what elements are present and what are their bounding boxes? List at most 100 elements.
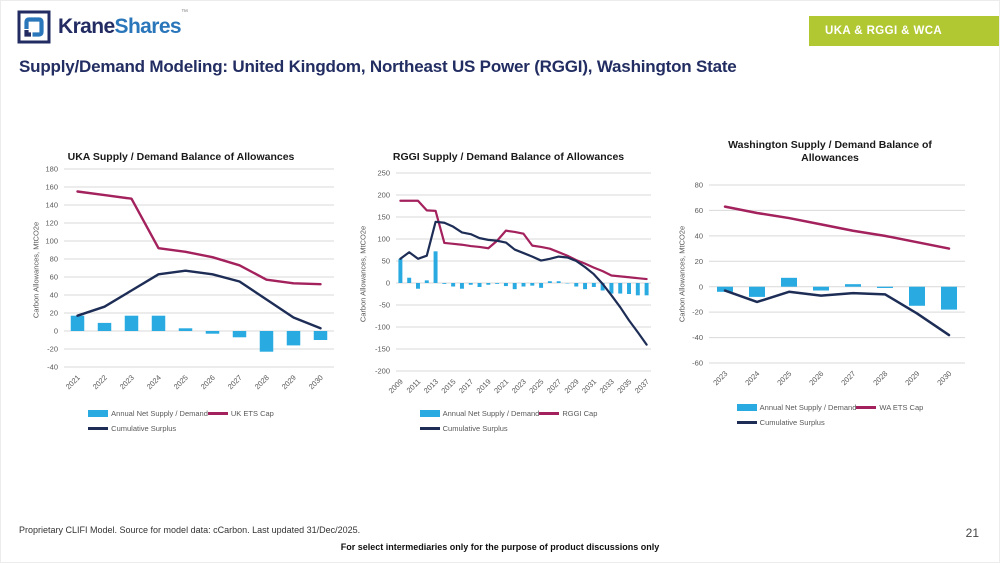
legend-label: Annual Net Supply / Demand xyxy=(111,409,208,418)
svg-text:2024: 2024 xyxy=(145,373,163,391)
svg-text:2011: 2011 xyxy=(405,377,423,395)
page-number: 21 xyxy=(965,526,979,540)
svg-text:-200: -200 xyxy=(375,367,390,376)
svg-text:-50: -50 xyxy=(379,301,390,310)
svg-text:2021: 2021 xyxy=(64,373,82,391)
kraneshares-logo: KraneShares™ xyxy=(17,9,188,44)
svg-text:150: 150 xyxy=(377,213,390,222)
svg-text:2026: 2026 xyxy=(199,373,217,391)
svg-text:250: 250 xyxy=(377,169,390,178)
kraneshares-logo-icon xyxy=(17,10,51,44)
svg-text:120: 120 xyxy=(45,219,58,228)
svg-text:2030: 2030 xyxy=(307,373,325,391)
svg-text:60: 60 xyxy=(695,206,703,215)
legend-item: Annual Net Supply / Demand xyxy=(736,403,857,412)
svg-text:2025: 2025 xyxy=(527,377,545,395)
svg-text:160: 160 xyxy=(45,183,58,192)
chart-canvas: -200 -150 -100 -50 0 50 100 150 200 250 2009 2011 20… xyxy=(375,169,651,396)
legend-item: Annual Net Supply / Demand xyxy=(88,409,208,418)
svg-text:2028: 2028 xyxy=(871,369,889,387)
svg-text:200: 200 xyxy=(377,191,390,200)
chart-washington: Washington Supply / Demand Balance of Al… xyxy=(665,139,995,430)
svg-text:20: 20 xyxy=(695,257,703,266)
svg-text:0: 0 xyxy=(699,282,703,291)
svg-text:2029: 2029 xyxy=(280,373,298,391)
svg-text:2030: 2030 xyxy=(935,369,953,387)
legend-label: Annual Net Supply / Demand xyxy=(442,409,540,418)
svg-text:2021: 2021 xyxy=(492,377,510,395)
legend-label: Cumulative Surplus xyxy=(111,424,177,433)
svg-text:100: 100 xyxy=(45,237,58,246)
legend-item: Cumulative Surplus xyxy=(88,424,176,433)
svg-text:0: 0 xyxy=(54,327,58,336)
legend-line-swatch xyxy=(736,421,757,424)
svg-text:-150: -150 xyxy=(375,345,390,354)
svg-text:2017: 2017 xyxy=(457,377,475,395)
svg-text:2031: 2031 xyxy=(580,377,598,395)
y-axis-label: Carbon Allowances, MtCO2e xyxy=(358,225,368,323)
svg-text:2029: 2029 xyxy=(903,369,921,387)
svg-text:2025: 2025 xyxy=(172,373,190,391)
chart-uka: UKA Supply / Demand Balance of Allowance… xyxy=(16,139,346,436)
svg-text:0: 0 xyxy=(386,279,390,288)
svg-text:100: 100 xyxy=(377,235,390,244)
svg-text:20: 20 xyxy=(50,309,58,318)
legend-item: Cumulative Surplus xyxy=(419,424,508,433)
svg-text:2029: 2029 xyxy=(563,377,581,395)
logo-text-krane: Krane xyxy=(58,15,115,38)
svg-text:140: 140 xyxy=(45,201,58,210)
chart-title: Washington Supply / Demand Balance of Al… xyxy=(728,138,932,164)
logo-text: KraneShares™ xyxy=(58,9,188,39)
legend-item: WA ETS Cap xyxy=(856,403,923,412)
svg-text:2035: 2035 xyxy=(615,377,633,395)
svg-text:2025: 2025 xyxy=(775,369,793,387)
legend-item: Cumulative Surplus xyxy=(736,418,825,427)
svg-text:60: 60 xyxy=(50,273,58,282)
legend-bar-swatch xyxy=(88,410,109,417)
chart-legend: Annual Net Supply / Demand UK ETS Cap Cumu… xyxy=(16,406,346,436)
chart-legend: Annual Net Supply / Demand RGGI Cap Cumula… xyxy=(351,406,666,436)
svg-text:2023: 2023 xyxy=(118,373,136,391)
legend-label: WA ETS Cap xyxy=(879,403,924,412)
svg-text:50: 50 xyxy=(382,257,390,266)
svg-text:180: 180 xyxy=(45,165,58,174)
svg-text:2023: 2023 xyxy=(711,369,729,387)
svg-text:2019: 2019 xyxy=(475,377,493,395)
y-axis-label: Carbon Allowances, MtCO2e xyxy=(677,225,687,323)
svg-text:2023: 2023 xyxy=(510,377,528,395)
legend-label: Cumulative Surplus xyxy=(442,424,508,433)
trademark-symbol: ™ xyxy=(180,9,188,16)
svg-text:2037: 2037 xyxy=(633,377,651,395)
svg-text:-20: -20 xyxy=(47,345,58,354)
y-axis-label: Carbon Allowances, MtCO2e xyxy=(31,221,41,319)
svg-text:2028: 2028 xyxy=(253,373,271,391)
svg-text:-100: -100 xyxy=(375,323,390,332)
svg-text:2015: 2015 xyxy=(439,377,457,395)
legend-line-swatch xyxy=(419,427,440,430)
legend-line-swatch xyxy=(539,412,560,415)
page-title: Supply/Demand Modeling: United Kingdom, … xyxy=(19,57,737,76)
legend-line-swatch xyxy=(856,406,877,409)
legend-bar-swatch xyxy=(419,410,440,417)
legend-label: Annual Net Supply / Demand xyxy=(759,403,857,412)
svg-text:2027: 2027 xyxy=(839,369,857,387)
chart-canvas: -40 -20 0 20 40 60 80 100 120 140 160 180 2021 2022 20… xyxy=(45,165,334,391)
legend-bar-swatch xyxy=(736,404,757,411)
svg-text:2033: 2033 xyxy=(598,377,616,395)
topic-badge: UKA & RGGI & WCA xyxy=(809,16,999,46)
source-note: Proprietary CLIFI Model. Source for mode… xyxy=(19,525,361,535)
svg-text:2027: 2027 xyxy=(226,373,244,391)
legend-line-swatch xyxy=(88,427,109,430)
legend-item: RGGI Cap xyxy=(539,409,597,418)
svg-text:-20: -20 xyxy=(692,308,703,317)
svg-text:80: 80 xyxy=(695,181,703,190)
svg-text:-60: -60 xyxy=(692,359,703,368)
chart-legend: Annual Net Supply / Demand WA ETS Cap Cumu… xyxy=(665,400,995,430)
svg-text:40: 40 xyxy=(695,232,703,241)
svg-text:2009: 2009 xyxy=(387,377,405,395)
legend-label: UK ETS Cap xyxy=(230,409,274,418)
chart-rggi: RGGI Supply / Demand Balance of Allowanc… xyxy=(351,139,666,436)
legend-item: Annual Net Supply / Demand xyxy=(419,409,540,418)
legend-line-swatch xyxy=(207,412,228,415)
